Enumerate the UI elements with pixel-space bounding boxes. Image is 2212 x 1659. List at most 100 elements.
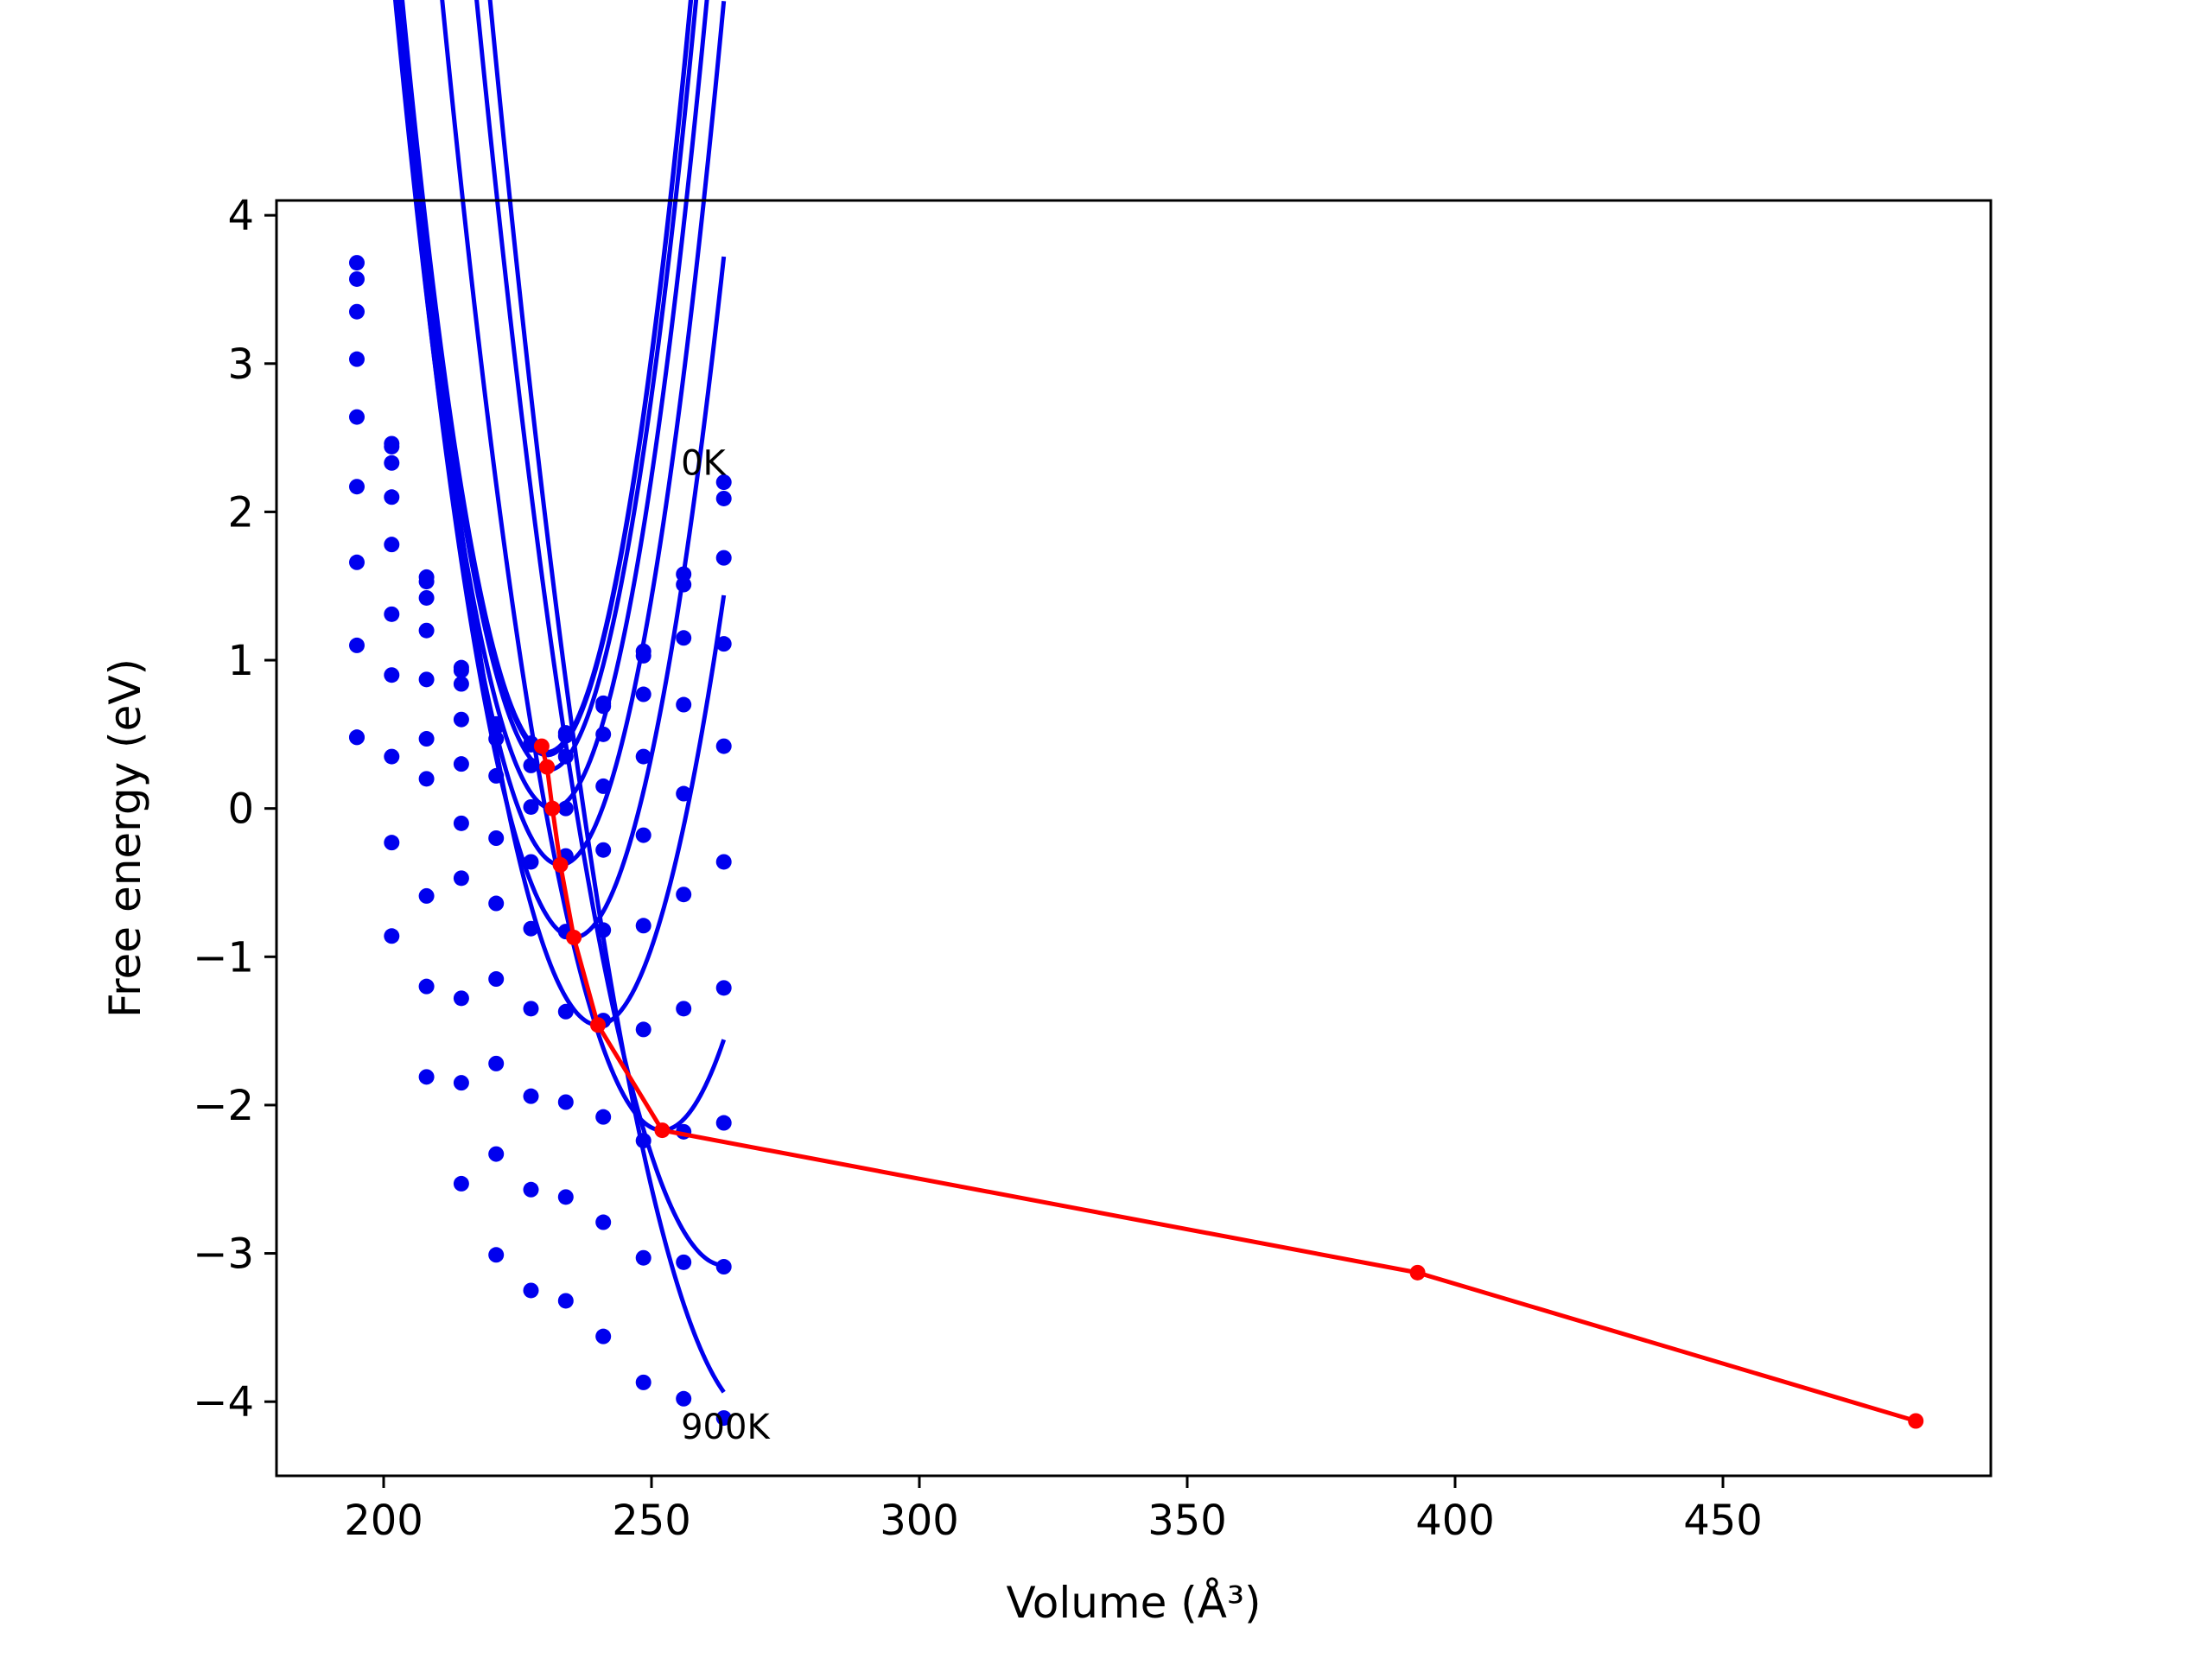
isotherm-fit-line-8 — [474, 0, 724, 1268]
y-tick-label-3: 1 — [227, 637, 254, 685]
isotherm-5-point-2 — [418, 731, 435, 747]
x-axis-label: Volume (Å³) — [1006, 1578, 1261, 1628]
isotherm-2-point-0 — [349, 303, 365, 320]
isotherm-4-point-8 — [635, 827, 652, 843]
isotherm-5-point-4 — [488, 895, 505, 912]
isotherm-7-point-10 — [715, 1115, 732, 1131]
isotherm-4-point-7 — [595, 842, 612, 858]
isotherm-8-point-6 — [557, 1189, 574, 1205]
isotherm-0-point-0 — [349, 255, 365, 271]
isotherm-9-point-7 — [595, 1328, 612, 1344]
isotherm-3-point-9 — [676, 696, 692, 713]
y-tick-label-0: 4 — [227, 192, 254, 240]
isotherm-8-point-2 — [418, 978, 435, 995]
isotherm-1-point-1 — [384, 438, 400, 454]
isotherm-9-point-8 — [635, 1374, 652, 1390]
isotherm-2-point-9 — [676, 630, 692, 646]
x-tick-label-3: 350 — [1147, 1497, 1227, 1545]
isotherm-9-point-0 — [349, 729, 365, 746]
y-axis-ticks: 4 3 2 1 0 −1 −2 −3 −4 — [193, 192, 276, 1427]
isotherm-4-point-2 — [418, 671, 435, 688]
min-energy-point-4 — [566, 929, 582, 945]
y-tick-label-2: 2 — [227, 488, 254, 537]
min-energy-point-7 — [1409, 1264, 1426, 1281]
isotherm-fit-line-5 — [393, 0, 727, 940]
isotherm-1-point-0 — [349, 270, 365, 287]
isotherm-7-point-1 — [384, 748, 400, 765]
isotherm-9-point-3 — [453, 1175, 469, 1192]
annotation-1: 900K — [681, 1408, 771, 1447]
isotherm-6-point-9 — [676, 1001, 692, 1017]
isotherm-7-point-4 — [488, 1055, 505, 1071]
isotherm-6-point-1 — [384, 667, 400, 683]
isotherm-fit-line-9 — [487, 0, 726, 1394]
isotherm-7-point-0 — [349, 637, 365, 653]
isotherm-4-point-3 — [453, 756, 469, 772]
isotherm-fit-line-6 — [398, 0, 727, 1027]
x-tick-label-0: 200 — [344, 1497, 423, 1545]
isotherm-3-point-1 — [384, 489, 400, 505]
isotherm-1-point-2 — [418, 574, 435, 590]
isotherm-2-point-2 — [418, 589, 435, 606]
isotherm-2-point-10 — [715, 550, 732, 566]
y-tick-label-6: −2 — [193, 1082, 254, 1130]
isotherm-1-point-3 — [453, 663, 469, 679]
isotherm-6-point-0 — [349, 554, 365, 570]
isotherm-9-point-6 — [557, 1293, 574, 1309]
isotherm-8-point-1 — [384, 835, 400, 851]
isotherm-4-point-1 — [384, 537, 400, 553]
min-energy-point-1 — [539, 759, 556, 775]
isotherm-2-point-8 — [635, 686, 652, 702]
annotation-0: 0K — [681, 444, 727, 484]
x-tick-label-4: 400 — [1415, 1497, 1495, 1545]
isotherm-6-point-2 — [418, 771, 435, 787]
isotherm-3-point-6 — [557, 800, 574, 817]
plot-frame — [275, 199, 1993, 1478]
y-tick-label-1: 3 — [227, 340, 254, 389]
isotherm-1-point-10 — [715, 490, 732, 506]
min-energy-point-0 — [533, 738, 550, 754]
isotherm-6-point-6 — [557, 1003, 574, 1020]
y-tick-label-8: −4 — [193, 1378, 254, 1427]
chart-marks — [349, 0, 1924, 1429]
isotherm-9-point-4 — [488, 1247, 505, 1263]
isotherm-4-point-0 — [349, 409, 365, 425]
x-tick-label-5: 450 — [1683, 1497, 1763, 1545]
y-tick-label-5: −1 — [193, 933, 254, 982]
isotherm-6-point-8 — [635, 1021, 652, 1038]
isotherm-3-point-10 — [715, 636, 732, 652]
isotherm-9-point-5 — [523, 1282, 539, 1299]
isotherm-3-point-5 — [523, 798, 539, 815]
isotherm-8-point-5 — [523, 1181, 539, 1198]
isotherm-7-point-7 — [595, 1109, 612, 1125]
isotherm-7-point-5 — [523, 1088, 539, 1104]
isotherm-8-point-10 — [715, 1259, 732, 1275]
isotherm-6-point-10 — [715, 980, 732, 996]
isotherm-3-point-0 — [349, 351, 365, 367]
isotherm-9-point-2 — [418, 1069, 435, 1085]
isotherm-2-point-1 — [384, 454, 400, 471]
isotherm-3-point-2 — [418, 622, 435, 639]
x-tick-label-2: 300 — [880, 1497, 959, 1545]
isotherm-6-point-4 — [488, 971, 505, 988]
isotherm-5-point-1 — [384, 606, 400, 622]
min-energy-point-5 — [590, 1017, 606, 1033]
isotherm-8-point-8 — [635, 1249, 652, 1266]
isotherm-5-point-0 — [349, 479, 365, 495]
isotherm-3-point-3 — [453, 711, 469, 728]
isotherm-5-point-9 — [676, 887, 692, 903]
isotherm-5-point-10 — [715, 854, 732, 870]
isotherm-7-point-3 — [453, 990, 469, 1007]
isotherm-9-point-1 — [384, 928, 400, 944]
isotherm-7-point-2 — [418, 887, 435, 904]
isotherm-0-point-10 — [715, 474, 732, 491]
min-energy-point-2 — [544, 800, 561, 817]
isotherm-7-point-6 — [557, 1094, 574, 1110]
min-energy-point-3 — [552, 856, 569, 873]
y-tick-label-7: −3 — [193, 1230, 254, 1279]
isotherm-2-point-3 — [453, 676, 469, 692]
isotherm-4-point-4 — [488, 830, 505, 846]
x-tick-label-1: 250 — [612, 1497, 691, 1545]
x-axis-ticks: 200 250 300 350 400 450 — [344, 1476, 1763, 1545]
